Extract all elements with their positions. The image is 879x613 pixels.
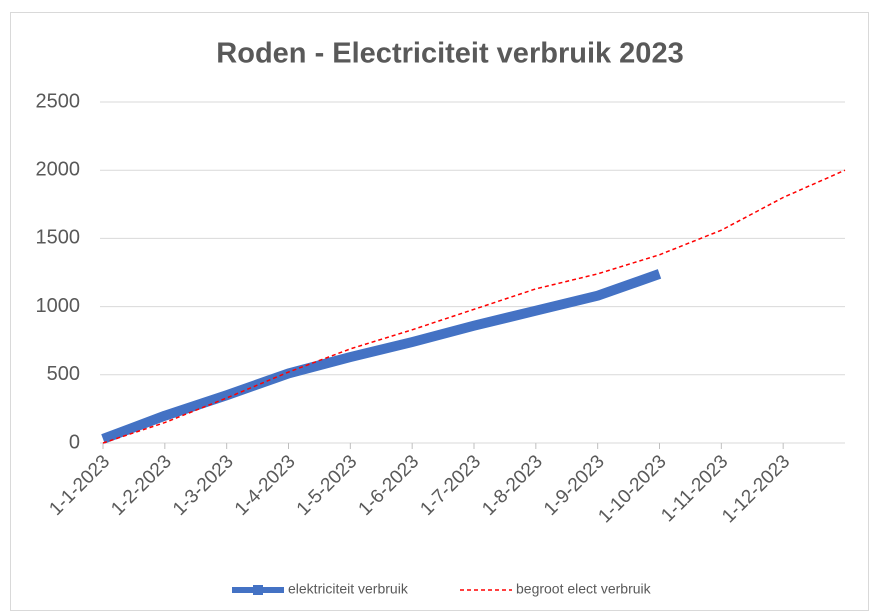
legend-label: elektriciteit verbruik [288, 581, 409, 597]
legend-item: elektriciteit verbruik [232, 581, 409, 597]
chart-title: Roden - Electriciteit verbruik 2023 [216, 38, 683, 70]
series-line [102, 169, 846, 444]
y-tick-label: 2000 [36, 158, 81, 180]
legend-label: begroot elect verbruik [516, 581, 652, 597]
y-tick-label: 0 [69, 431, 80, 453]
y-tick-label: 2500 [36, 90, 81, 112]
y-tick-label: 1000 [36, 295, 81, 317]
y-tick-label: 1500 [36, 227, 81, 249]
legend-marker [253, 585, 263, 595]
y-tick-label: 500 [47, 363, 80, 385]
chart-border [10, 12, 869, 611]
legend-item: begroot elect verbruik [460, 581, 652, 597]
series-line [101, 269, 662, 444]
